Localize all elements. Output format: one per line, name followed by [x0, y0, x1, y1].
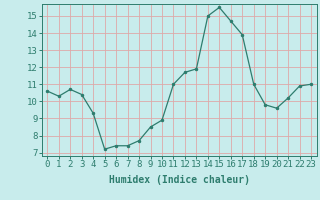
- X-axis label: Humidex (Indice chaleur): Humidex (Indice chaleur): [109, 175, 250, 185]
